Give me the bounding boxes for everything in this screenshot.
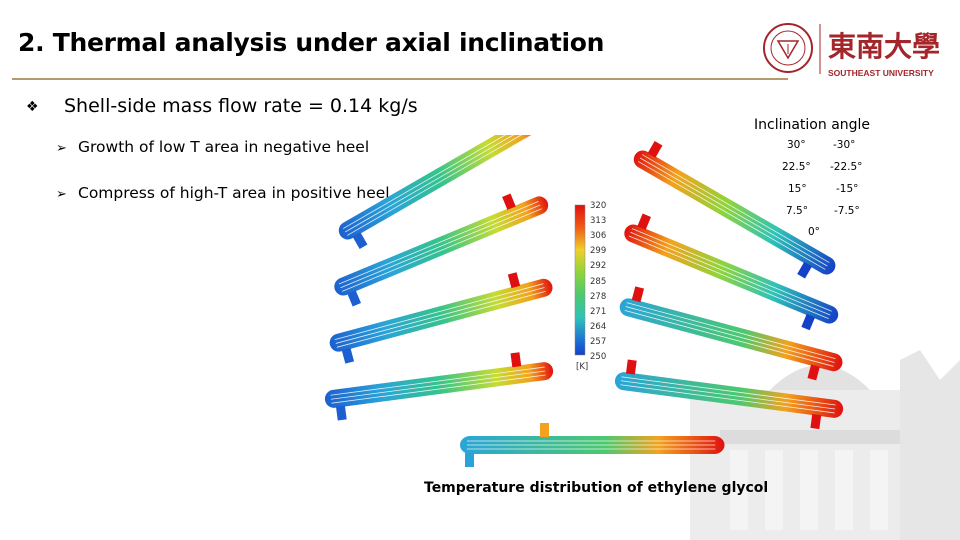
exchanger-7-5-deg bbox=[323, 352, 555, 421]
figure-caption: Temperature distribution of ethylene gly… bbox=[424, 480, 769, 496]
exchanger-neg-7-5-deg bbox=[613, 359, 845, 430]
angle-neg-15: -15° bbox=[836, 183, 859, 195]
diamond-bullet-icon: ❖ bbox=[26, 99, 39, 115]
colorbar-tick-label: 271 bbox=[590, 306, 607, 317]
colorbar-tick-label: 285 bbox=[590, 276, 607, 287]
inclination-angle-title: Inclination angle bbox=[754, 117, 871, 133]
bullet-mass-flow-rate: Shell-side mass flow rate = 0.14 kg/s bbox=[64, 95, 418, 117]
angle-pos-7-5: 7.5° bbox=[786, 205, 808, 217]
exchanger-neg-30-deg bbox=[630, 140, 840, 279]
exchanger-0-deg bbox=[459, 423, 725, 467]
arrow-bullet-icon: ➢ bbox=[56, 141, 67, 156]
angle-pos-15: 15° bbox=[788, 183, 807, 195]
svg-text:SOUTHEAST UNIVERSITY: SOUTHEAST UNIVERSITY bbox=[828, 68, 934, 78]
exchanger-neg-22-5-deg bbox=[621, 213, 842, 331]
colorbar-unit: [K] bbox=[576, 362, 589, 372]
angle-pos-30: 30° bbox=[787, 139, 806, 151]
colorbar-tick-label: 306 bbox=[590, 231, 607, 242]
angle-neg-7-5: -7.5° bbox=[834, 205, 860, 217]
angle-zero: 0° bbox=[808, 226, 820, 238]
colorbar-tick-label: 292 bbox=[590, 261, 607, 272]
colorbar-tick-label: 257 bbox=[590, 336, 607, 347]
exchanger-15-deg bbox=[327, 272, 555, 364]
angle-pos-22-5: 22.5° bbox=[782, 161, 811, 173]
colorbar-tick-label: 320 bbox=[590, 201, 607, 211]
exchanger-22-5-deg bbox=[331, 193, 552, 307]
southeast-university-logo: 東南大學 SOUTHEAST UNIVERSITY bbox=[763, 23, 940, 78]
slide-title: 2. Thermal analysis under axial inclinat… bbox=[18, 28, 605, 57]
exchanger-30-deg bbox=[335, 135, 545, 250]
exchanger-neg-15-deg bbox=[617, 286, 845, 381]
colorbar-tick-label: 264 bbox=[590, 321, 607, 332]
sub-bullet-positive-heel: Compress of high-T area in positive heel bbox=[78, 184, 390, 202]
temperature-distribution-figure bbox=[323, 135, 845, 467]
colorbar-tick-label: 313 bbox=[590, 216, 607, 227]
colorbar-tick-label: 250 bbox=[590, 352, 607, 362]
temperature-colorbar bbox=[574, 204, 586, 356]
colorbar-tick-label: 278 bbox=[590, 291, 607, 302]
colorbar-tick-label: 299 bbox=[590, 246, 607, 257]
arrow-bullet-icon: ➢ bbox=[56, 187, 67, 202]
angle-neg-30: -30° bbox=[833, 139, 856, 151]
svg-text:東南大學: 東南大學 bbox=[828, 30, 940, 63]
angle-neg-22-5: -22.5° bbox=[830, 161, 863, 173]
sub-bullet-negative-heel: Growth of low T area in negative heel bbox=[78, 138, 370, 156]
title-divider bbox=[12, 78, 788, 80]
